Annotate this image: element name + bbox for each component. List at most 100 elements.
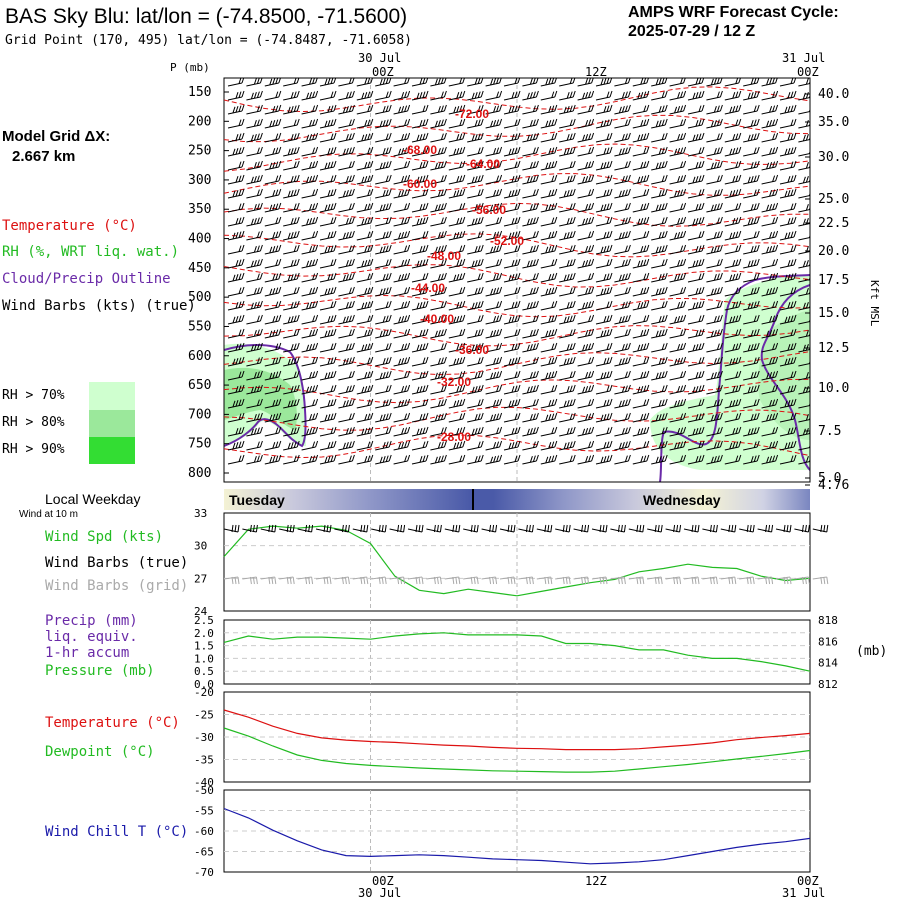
wind-barb xyxy=(283,216,300,227)
wind-barb xyxy=(430,78,447,87)
wind-barb xyxy=(411,216,429,227)
wind-barb xyxy=(724,78,741,87)
wind-barb xyxy=(301,188,319,199)
wind-barb xyxy=(614,104,631,115)
legend-wind-barbs: Wind Barbs (kts) (true) xyxy=(2,298,196,314)
wind-barb xyxy=(761,188,779,199)
y-tick-label-right: 816 xyxy=(818,635,838,648)
temperature-panel: -20-25-30-35-40 xyxy=(194,686,811,789)
grid-wind-barb xyxy=(463,576,479,585)
wind-barb xyxy=(540,78,557,87)
wind-barb xyxy=(761,90,779,101)
wind-barb xyxy=(798,162,810,171)
wind-barb xyxy=(503,202,521,213)
wind-barb xyxy=(467,188,484,199)
wind-barb xyxy=(227,90,245,101)
wind-barb xyxy=(301,174,319,185)
wind-barb xyxy=(448,202,466,213)
wind-barb xyxy=(761,230,779,241)
cloud-outline-left xyxy=(224,344,307,448)
wind-barb xyxy=(687,132,705,143)
wind-barb xyxy=(798,150,810,157)
legend-temperature: Temperature (°C) xyxy=(2,218,137,234)
wind-barb xyxy=(283,118,300,129)
wind-barb xyxy=(761,160,779,171)
page-title: BAS Sky Blu: lat/lon = (-74.8500, -71.56… xyxy=(5,5,408,28)
wind-barb xyxy=(301,244,319,255)
wind-barb xyxy=(595,160,613,171)
wind-barb xyxy=(669,188,687,199)
wind-barb xyxy=(651,216,668,227)
y-tick-label: 2.0 xyxy=(194,627,214,640)
wind-barb xyxy=(761,202,779,213)
wind-barb xyxy=(338,90,355,101)
wind-barb xyxy=(246,258,263,269)
wind-barb xyxy=(687,216,705,227)
wind-barb xyxy=(706,244,723,255)
wind-barb xyxy=(632,160,650,171)
wind-barb xyxy=(522,188,539,199)
wind-barb xyxy=(595,216,613,227)
wind-barb xyxy=(798,176,810,185)
wind-barb xyxy=(227,174,245,185)
wind-barb xyxy=(595,104,613,115)
wind-barb xyxy=(338,78,355,87)
wind-barb xyxy=(632,216,650,227)
wind-barb xyxy=(687,160,705,171)
wind-barb xyxy=(411,174,429,185)
surface-wind-barb xyxy=(739,524,755,533)
wind-barb xyxy=(540,132,558,143)
wind-barb xyxy=(283,90,300,101)
wind-barb xyxy=(338,188,355,199)
wind-barb xyxy=(577,146,595,157)
surface-wind-barb xyxy=(481,524,498,533)
surface-wind-barb xyxy=(665,524,682,533)
wind-barb xyxy=(338,132,355,143)
wind-barb xyxy=(448,244,466,255)
wind-barb xyxy=(614,132,631,143)
wind-barb xyxy=(430,216,447,227)
wind-barb xyxy=(706,174,723,185)
wind-barb xyxy=(319,258,337,269)
wind-barb xyxy=(559,160,576,171)
wind-barb xyxy=(724,230,742,241)
wind-barb xyxy=(375,202,392,213)
wind-barb xyxy=(264,216,282,227)
wind-barb xyxy=(724,132,742,143)
surface-wind-barb xyxy=(794,524,810,533)
rh-swatch-label: RH > 90% xyxy=(2,442,65,457)
wind-barb xyxy=(448,118,466,129)
wind-barb xyxy=(301,146,319,157)
wind-barb xyxy=(632,188,650,199)
wind-barb xyxy=(687,90,705,101)
wind-barb xyxy=(540,174,558,185)
wind-barb xyxy=(375,188,392,199)
wind-barb xyxy=(283,146,300,157)
wind-barb xyxy=(264,118,282,129)
wind-barb xyxy=(375,132,392,143)
wind-barb xyxy=(375,244,392,255)
wind-barb xyxy=(743,118,760,129)
wind-barb xyxy=(467,90,484,101)
wind-barb xyxy=(522,230,539,241)
wind-barb xyxy=(319,188,337,199)
wind-barb xyxy=(743,146,760,157)
wind-barb xyxy=(743,174,760,185)
legend-cloud-outline: Cloud/Precip Outline xyxy=(2,271,171,287)
wind-barb xyxy=(356,230,374,241)
wind-barb xyxy=(319,90,337,101)
wind-barb xyxy=(448,188,466,199)
wind-barb xyxy=(614,146,631,157)
wind-barb xyxy=(503,132,521,143)
forecast-cycle-label: AMPS WRF Forecast Cycle: xyxy=(628,4,839,21)
wind-barb xyxy=(743,90,760,101)
wind-barb xyxy=(614,188,631,199)
surface-wind-barb xyxy=(279,524,295,533)
wind-barb xyxy=(319,104,337,115)
wind-barb xyxy=(467,244,484,255)
wind-barb xyxy=(448,174,466,185)
wind-barb xyxy=(669,174,687,185)
wind-barb xyxy=(540,104,558,115)
wind-barb xyxy=(779,78,797,87)
wind-barb xyxy=(283,160,300,171)
